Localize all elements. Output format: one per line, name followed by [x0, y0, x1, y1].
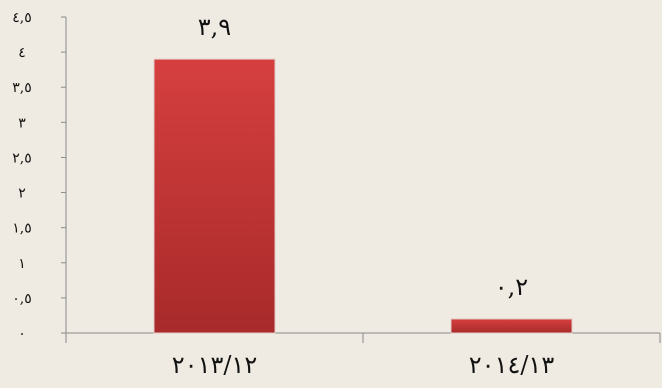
bar [153, 58, 276, 334]
bars [153, 58, 573, 334]
x-category-label: ٢٠١٣/١٢ [172, 351, 257, 379]
y-tick-label: ١ [18, 256, 26, 272]
y-tick-label: ٣,٥ [12, 80, 32, 96]
y-tick-label: ٠,٥ [12, 291, 32, 307]
y-tick-label: ٠ [18, 326, 26, 342]
data-label: ٠,٢ [495, 273, 528, 301]
y-axis: ٠ ٠,٥ ١ ١,٥ ٢ ٢,٥ ٣ ٣,٥ ٤ ٤,٥ [12, 10, 67, 342]
bar [450, 318, 573, 334]
y-tick-label: ٢ [18, 186, 26, 202]
x-category-label: ٢٠١٤/١٣ [469, 351, 555, 379]
y-tick-label: ٢,٥ [12, 150, 32, 166]
y-tick-label: ٤,٥ [12, 10, 32, 26]
data-labels: ٣,٩ ٠,٢ [198, 13, 528, 301]
x-axis: ٢٠١٣/١٢ ٢٠١٤/١٣ [65, 332, 661, 379]
y-tick-label: ٤ [18, 45, 26, 61]
y-tick-label: ٣ [18, 115, 26, 131]
data-label: ٣,٩ [198, 13, 231, 41]
y-tick-label: ١,٥ [12, 221, 32, 237]
